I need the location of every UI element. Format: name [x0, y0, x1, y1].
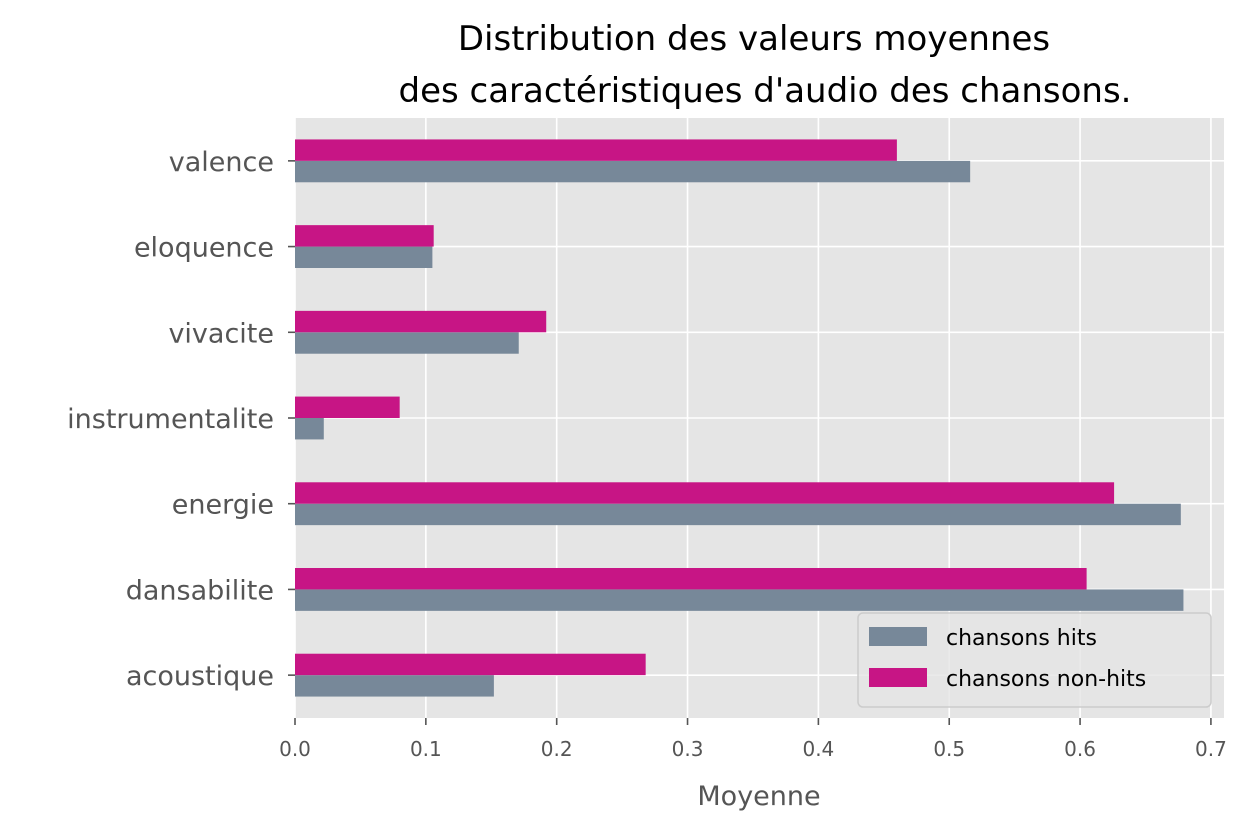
- y-tick-label-dansabilite: dansabilite: [126, 575, 274, 606]
- legend-label-non-hits: chansons non-hits: [946, 667, 1146, 692]
- x-tick-label: 0.3: [672, 737, 704, 761]
- bar-non-hits-acoustique: [295, 653, 646, 676]
- y-tick-label-vivacite: vivacite: [168, 318, 274, 349]
- x-tick-label: 0.6: [1064, 737, 1096, 761]
- legend-swatch-hits: [869, 627, 927, 646]
- bar-hits-acoustique: [295, 675, 494, 697]
- x-tick-label: 0.5: [933, 737, 965, 761]
- bar-non-hits-eloquence: [295, 225, 434, 247]
- x-tick-label: 0.2: [541, 737, 573, 761]
- bar-non-hits-energie: [295, 482, 1115, 504]
- chart-title-line-2: des caractéristiques d'audio des chanson…: [399, 71, 1132, 111]
- y-tick-label-valence: valence: [169, 147, 274, 178]
- bar-hits-vivacite: [295, 332, 519, 354]
- y-tick-label-eloquence: eloquence: [134, 233, 274, 264]
- x-axis-label: Moyenne: [697, 781, 820, 812]
- bars: [295, 139, 1184, 697]
- bar-hits-instrumentalite: [295, 418, 324, 440]
- bar-hits-dansabilite: [295, 589, 1184, 611]
- legend-swatch-non-hits: [869, 668, 927, 687]
- x-axis-ticks: 0.0 0.1 0.2 0.3 0.4 0.5 0.6 0.7: [279, 718, 1227, 761]
- x-tick-label: 0.1: [410, 737, 442, 761]
- chart-title-line-1: Distribution des valeurs moyennes: [458, 19, 1050, 59]
- bar-non-hits-valence: [295, 139, 897, 161]
- legend-label-hits: chansons hits: [946, 626, 1097, 651]
- x-tick-label: 0.7: [1195, 737, 1227, 761]
- bar-non-hits-instrumentalite: [295, 396, 400, 418]
- legend-frame: [857, 612, 1212, 708]
- legend: chansons hits chansons non-hits: [857, 612, 1212, 708]
- x-tick-label: 0.4: [802, 737, 834, 761]
- bar-hits-energie: [295, 503, 1181, 526]
- y-tick-label-acoustique: acoustique: [126, 661, 274, 692]
- y-axis-ticks: acoustique dansabilite energie instrumental…: [67, 147, 295, 692]
- bar-hits-valence: [295, 160, 971, 183]
- y-tick-label-energie: energie: [172, 490, 274, 521]
- bar-non-hits-vivacite: [295, 310, 547, 333]
- bar-non-hits-dansabilite: [295, 568, 1087, 590]
- bar-hits-eloquence: [295, 246, 433, 268]
- y-tick-label-instrumentalite: instrumentalite: [67, 404, 274, 435]
- x-tick-label: 0.0: [279, 737, 311, 761]
